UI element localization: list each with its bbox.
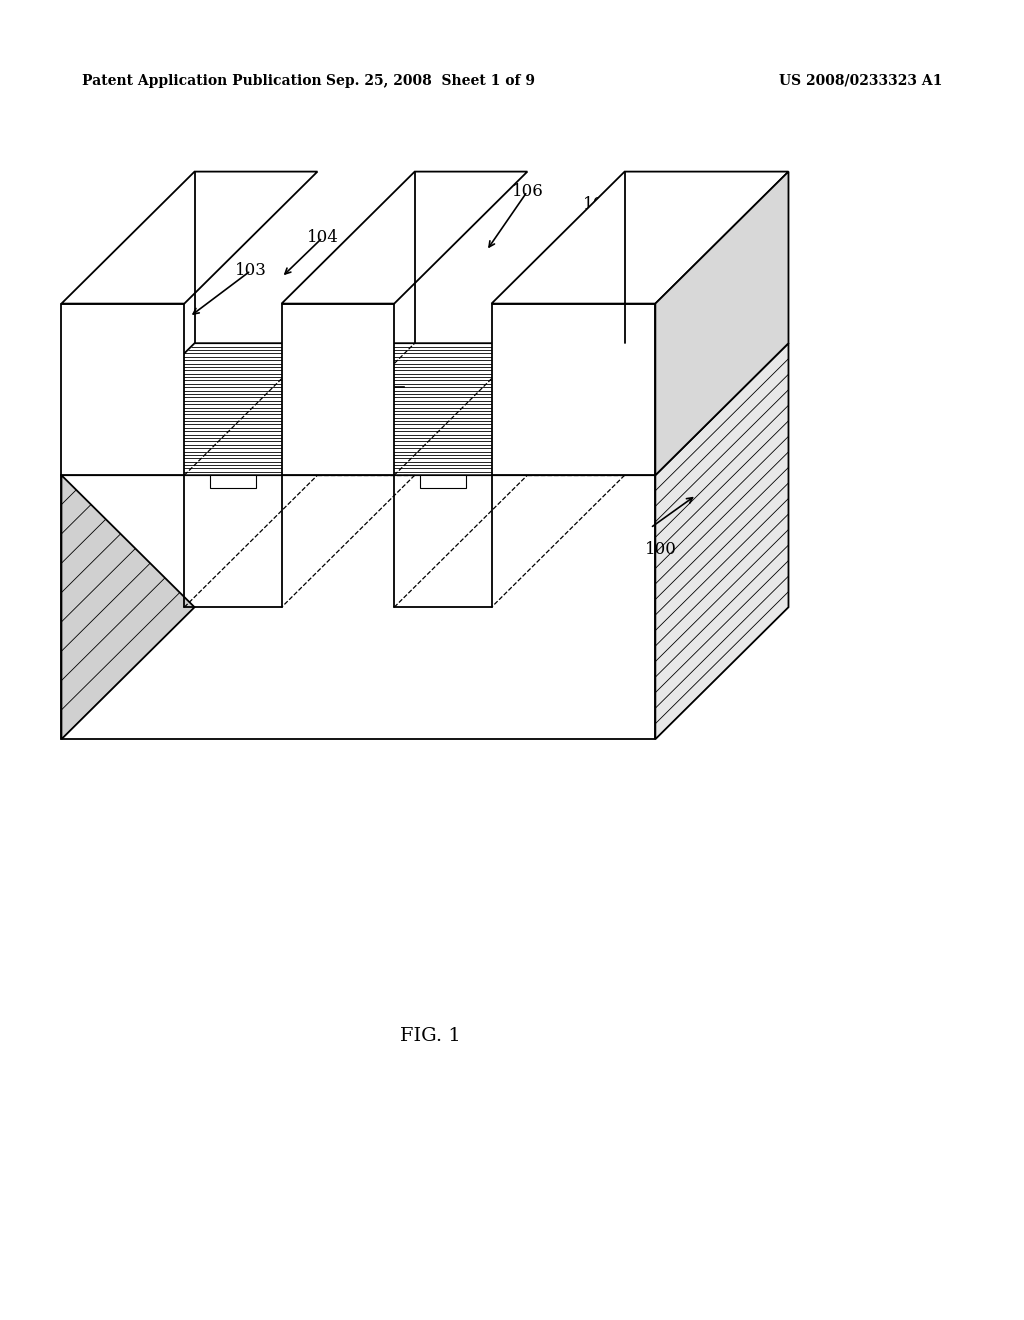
Polygon shape <box>61 475 195 739</box>
Text: Sep. 25, 2008  Sheet 1 of 9: Sep. 25, 2008 Sheet 1 of 9 <box>326 74 535 88</box>
Polygon shape <box>61 343 788 475</box>
Polygon shape <box>61 172 317 304</box>
Polygon shape <box>61 475 195 739</box>
Text: 101: 101 <box>362 368 395 384</box>
Text: US 2008/0233323 A1: US 2008/0233323 A1 <box>778 74 942 88</box>
Text: 104: 104 <box>306 230 339 246</box>
Text: FIG. 1: FIG. 1 <box>399 1027 461 1045</box>
Text: 106: 106 <box>101 296 134 312</box>
Polygon shape <box>61 343 788 475</box>
Text: 102: 102 <box>439 203 472 219</box>
Polygon shape <box>210 475 256 488</box>
Polygon shape <box>282 304 394 475</box>
Polygon shape <box>61 304 184 475</box>
Polygon shape <box>420 475 466 488</box>
Polygon shape <box>655 343 788 739</box>
Text: 102: 102 <box>583 197 615 213</box>
Text: Patent Application Publication: Patent Application Publication <box>82 74 322 88</box>
Polygon shape <box>655 172 788 475</box>
Polygon shape <box>655 343 788 739</box>
Text: 105: 105 <box>685 210 718 226</box>
Polygon shape <box>492 172 788 304</box>
Text: 103: 103 <box>234 263 267 279</box>
Text: 106: 106 <box>511 183 544 199</box>
Polygon shape <box>61 475 655 739</box>
Polygon shape <box>282 172 527 304</box>
Text: 100: 100 <box>644 541 677 558</box>
Polygon shape <box>492 304 655 475</box>
